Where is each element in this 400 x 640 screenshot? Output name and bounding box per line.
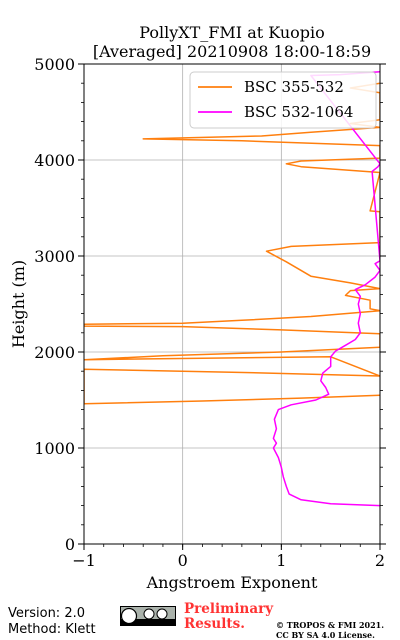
legend-label-bsc-532-1064: BSC 532-1064 [244, 103, 353, 121]
chart-title-line1: PollyXT_FMI at Kuopio [139, 23, 325, 42]
chart-title-line2: [Averaged] 20210908 18:00-18:59 [93, 42, 371, 61]
x-tick-label: 0 [178, 551, 188, 570]
series-line-bsc-355-532 [84, 82, 380, 405]
y-tick-label: 5000 [34, 55, 75, 74]
copyright-note: © TROPOS & FMI 2021. CC BY SA 4.0 Licens… [276, 620, 384, 640]
x-axis-label: Angstroem Exponent [146, 573, 318, 592]
y-tick-label: 4000 [34, 151, 75, 170]
version-text: Version: 2.0 [8, 606, 85, 621]
preliminary-line1: Preliminary [184, 601, 274, 617]
x-tick-label: 1 [276, 551, 286, 570]
series-line-bsc-532-1064 [272, 70, 380, 507]
copyright-line1: © TROPOS & FMI 2021. [276, 620, 385, 630]
y-tick-label: 1000 [34, 439, 75, 458]
x-tick-label: −1 [72, 551, 96, 570]
y-axis-label: Height (m) [9, 260, 28, 348]
footer-info: Version: 2.0 Method: Klett [8, 606, 96, 638]
plot-frame [83, 63, 381, 545]
series-lines [84, 70, 380, 507]
x-tick-label: 2 [375, 551, 385, 570]
y-tick-label: 3000 [34, 247, 75, 266]
preliminary-note: Preliminary Results. [184, 602, 273, 632]
cc-license-icon [120, 606, 176, 626]
y-tick-label: 0 [65, 535, 75, 554]
legend-label-bsc-355-532: BSC 355-532 [244, 78, 344, 96]
legend-box [189, 71, 377, 129]
preliminary-line2: Results. [184, 616, 245, 632]
legend: BSC 355-532 BSC 532-1064 [189, 71, 377, 129]
method-text: Method: Klett [8, 622, 96, 637]
y-tick-label: 2000 [34, 343, 75, 362]
copyright-line2: CC BY SA 4.0 License. [276, 630, 375, 640]
